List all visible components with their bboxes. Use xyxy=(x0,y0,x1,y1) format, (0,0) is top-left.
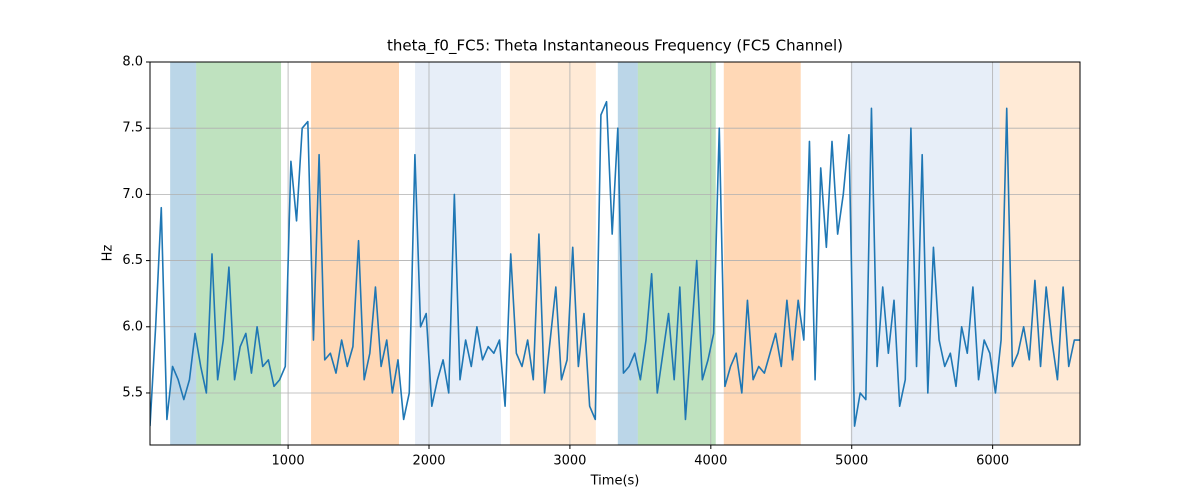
y-tick-label: 7.0 xyxy=(122,187,143,202)
chart-title: theta_f0_FC5: Theta Instantaneous Freque… xyxy=(387,37,843,56)
shaded-span xyxy=(999,62,1080,445)
x-axis-label: Time(s) xyxy=(590,474,640,489)
x-tick-label: 1000 xyxy=(272,454,305,469)
shaded-span xyxy=(170,62,197,445)
plot-frame xyxy=(149,61,1081,446)
y-tick-label: 6.0 xyxy=(122,319,143,334)
y-tick-label: 6.5 xyxy=(122,253,143,268)
y-axis-label: Hz xyxy=(101,245,116,262)
shaded-span xyxy=(637,62,716,445)
x-tick-label: 2000 xyxy=(412,454,445,469)
x-tick-label: 6000 xyxy=(976,454,1009,469)
shaded-span xyxy=(415,62,502,445)
x-tick-label: 4000 xyxy=(694,454,727,469)
x-tick-label: 5000 xyxy=(835,454,868,469)
shaded-span xyxy=(196,62,282,445)
shaded-span xyxy=(311,62,399,445)
y-tick-label: 8.0 xyxy=(122,55,143,70)
y-tick-label: 7.5 xyxy=(122,121,143,136)
shaded-span xyxy=(509,62,596,445)
x-tick-label: 3000 xyxy=(553,454,586,469)
y-tick-label: 5.5 xyxy=(122,385,143,400)
shaded-span xyxy=(723,62,801,445)
data-line xyxy=(150,100,1080,427)
